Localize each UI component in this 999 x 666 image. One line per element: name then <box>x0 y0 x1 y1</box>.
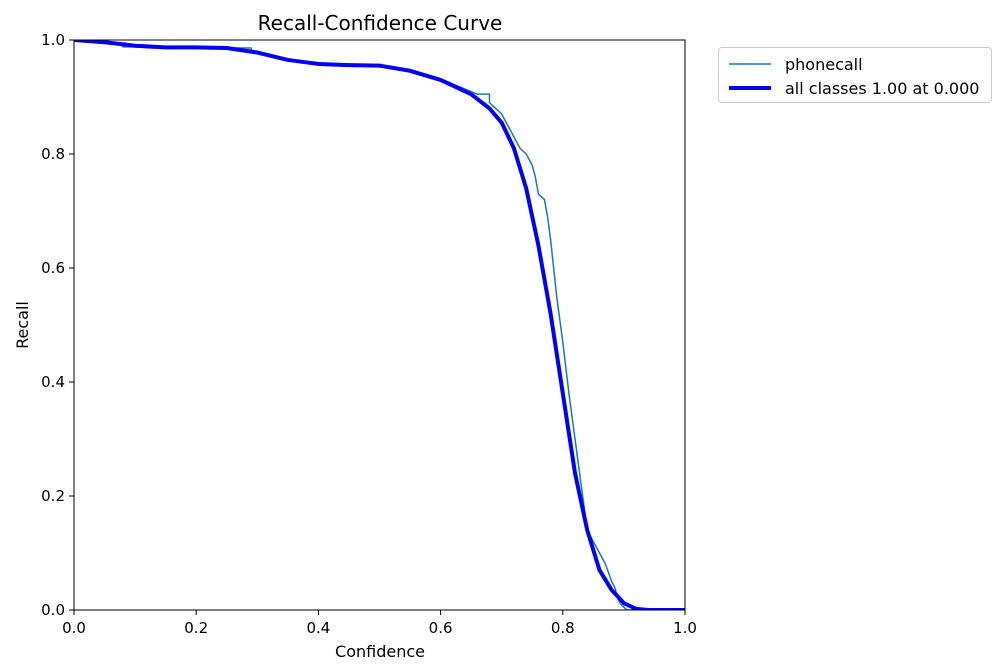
plot-area <box>73 39 686 611</box>
x-axis-ticks: 0.0 0.2 0.4 0.6 0.8 1.0 <box>62 610 697 637</box>
legend-label-phonecall: phonecall <box>785 54 863 74</box>
y-tick-label: 0.0 <box>41 601 65 619</box>
chart-title: Recall-Confidence Curve <box>258 11 503 35</box>
x-tick-label: 0.6 <box>429 619 453 637</box>
y-tick-label: 0.2 <box>41 487 65 505</box>
x-tick-label: 0.4 <box>306 619 330 637</box>
y-tick-label: 0.6 <box>41 259 65 277</box>
y-tick-label: 0.4 <box>41 373 65 391</box>
series-line-all-classes <box>74 40 685 610</box>
x-tick-label: 1.0 <box>673 619 697 637</box>
legend-label-all-classes: all classes 1.00 at 0.000 <box>785 78 980 98</box>
x-tick-label: 0.8 <box>551 619 575 637</box>
y-axis-ticks: 0.0 0.2 0.4 0.6 0.8 1.0 <box>41 31 74 619</box>
x-tick-label: 0.2 <box>184 619 208 637</box>
legend-swatch-phonecall <box>729 63 771 65</box>
x-axis-label: Confidence <box>335 642 425 661</box>
y-tick-label: 0.8 <box>41 145 65 163</box>
plot-border <box>73 39 686 611</box>
y-tick-label: 1.0 <box>41 31 65 49</box>
legend-swatch-all-classes <box>729 86 771 90</box>
legend-entry-phonecall: phonecall <box>729 53 863 75</box>
x-tick-label: 0.0 <box>62 619 86 637</box>
legend: phonecall all classes 1.00 at 0.000 <box>718 47 992 103</box>
plot-frame <box>74 40 685 610</box>
y-axis-label: Recall <box>13 301 32 349</box>
legend-entry-all-classes: all classes 1.00 at 0.000 <box>729 77 979 99</box>
